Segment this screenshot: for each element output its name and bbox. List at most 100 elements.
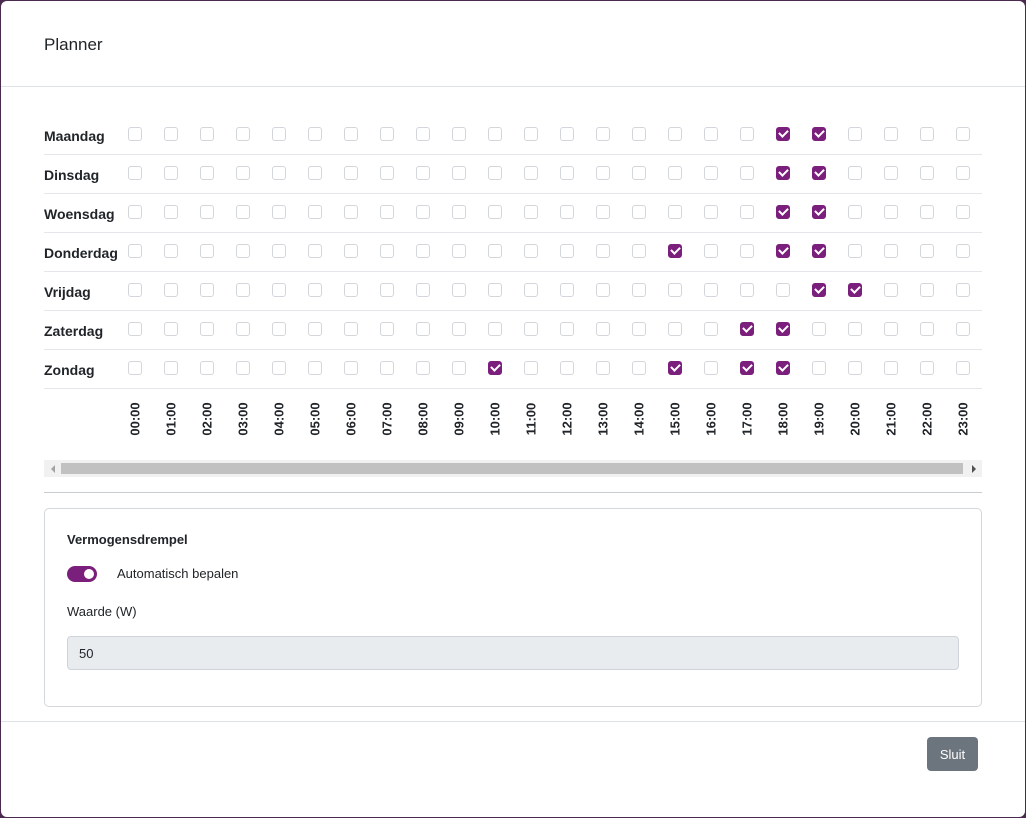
hour-checkbox[interactable] (524, 322, 538, 336)
hour-checkbox[interactable] (560, 244, 574, 258)
hour-checkbox[interactable] (560, 166, 574, 180)
hour-checkbox[interactable] (380, 322, 394, 336)
hour-checkbox[interactable] (884, 205, 898, 219)
hour-checkbox[interactable] (560, 127, 574, 141)
hour-checkbox[interactable] (308, 322, 322, 336)
hour-checkbox[interactable] (524, 361, 538, 375)
hour-checkbox[interactable] (272, 244, 286, 258)
hour-checkbox[interactable] (524, 205, 538, 219)
hour-checkbox[interactable] (776, 283, 790, 297)
hour-checkbox[interactable] (272, 283, 286, 297)
hour-checkbox[interactable] (704, 244, 718, 258)
hour-checkbox[interactable] (668, 322, 682, 336)
hour-checkbox[interactable] (200, 166, 214, 180)
hour-checkbox[interactable] (812, 361, 826, 375)
scrollbar-thumb[interactable] (61, 463, 963, 474)
hour-checkbox[interactable] (668, 361, 682, 375)
hour-checkbox[interactable] (704, 127, 718, 141)
hour-checkbox[interactable] (596, 244, 610, 258)
hour-checkbox[interactable] (236, 283, 250, 297)
hour-checkbox[interactable] (920, 283, 934, 297)
hour-checkbox[interactable] (236, 205, 250, 219)
hour-checkbox[interactable] (920, 322, 934, 336)
hour-checkbox[interactable] (128, 361, 142, 375)
hour-checkbox[interactable] (632, 283, 646, 297)
hour-checkbox[interactable] (416, 283, 430, 297)
hour-checkbox[interactable] (776, 127, 790, 141)
hour-checkbox[interactable] (272, 127, 286, 141)
hour-checkbox[interactable] (452, 205, 466, 219)
hour-checkbox[interactable] (596, 361, 610, 375)
hour-checkbox[interactable] (524, 283, 538, 297)
hour-checkbox[interactable] (488, 127, 502, 141)
hour-checkbox[interactable] (740, 283, 754, 297)
horizontal-scrollbar[interactable] (44, 460, 982, 477)
hour-checkbox[interactable] (884, 322, 898, 336)
hour-checkbox[interactable] (164, 361, 178, 375)
hour-checkbox[interactable] (272, 322, 286, 336)
hour-checkbox[interactable] (308, 205, 322, 219)
close-button[interactable]: Sluit (927, 737, 978, 771)
value-input[interactable] (67, 636, 959, 670)
hour-checkbox[interactable] (488, 283, 502, 297)
hour-checkbox[interactable] (236, 127, 250, 141)
hour-checkbox[interactable] (416, 361, 430, 375)
hour-checkbox[interactable] (668, 283, 682, 297)
hour-checkbox[interactable] (452, 322, 466, 336)
hour-checkbox[interactable] (812, 127, 826, 141)
hour-checkbox[interactable] (632, 244, 646, 258)
hour-checkbox[interactable] (956, 244, 970, 258)
hour-checkbox[interactable] (920, 205, 934, 219)
hour-checkbox[interactable] (776, 361, 790, 375)
hour-checkbox[interactable] (344, 166, 358, 180)
hour-checkbox[interactable] (164, 244, 178, 258)
hour-checkbox[interactable] (776, 205, 790, 219)
hour-checkbox[interactable] (524, 166, 538, 180)
hour-checkbox[interactable] (956, 166, 970, 180)
hour-checkbox[interactable] (560, 205, 574, 219)
hour-checkbox[interactable] (596, 322, 610, 336)
hour-checkbox[interactable] (704, 205, 718, 219)
hour-checkbox[interactable] (200, 127, 214, 141)
hour-checkbox[interactable] (668, 127, 682, 141)
hour-checkbox[interactable] (704, 322, 718, 336)
hour-checkbox[interactable] (596, 283, 610, 297)
hour-checkbox[interactable] (848, 322, 862, 336)
hour-checkbox[interactable] (596, 205, 610, 219)
hour-checkbox[interactable] (128, 322, 142, 336)
hour-checkbox[interactable] (740, 361, 754, 375)
hour-checkbox[interactable] (344, 283, 358, 297)
hour-checkbox[interactable] (380, 166, 394, 180)
hour-checkbox[interactable] (380, 205, 394, 219)
hour-checkbox[interactable] (416, 205, 430, 219)
hour-checkbox[interactable] (416, 127, 430, 141)
hour-checkbox[interactable] (164, 283, 178, 297)
hour-checkbox[interactable] (920, 244, 934, 258)
hour-checkbox[interactable] (884, 244, 898, 258)
hour-checkbox[interactable] (164, 127, 178, 141)
hour-checkbox[interactable] (164, 322, 178, 336)
hour-checkbox[interactable] (488, 361, 502, 375)
hour-checkbox[interactable] (344, 361, 358, 375)
hour-checkbox[interactable] (632, 322, 646, 336)
hour-checkbox[interactable] (776, 166, 790, 180)
hour-checkbox[interactable] (596, 127, 610, 141)
hour-checkbox[interactable] (560, 322, 574, 336)
hour-checkbox[interactable] (308, 361, 322, 375)
hour-checkbox[interactable] (488, 205, 502, 219)
hour-checkbox[interactable] (344, 244, 358, 258)
hour-checkbox[interactable] (920, 127, 934, 141)
hour-checkbox[interactable] (920, 361, 934, 375)
hour-checkbox[interactable] (632, 166, 646, 180)
hour-checkbox[interactable] (164, 166, 178, 180)
hour-checkbox[interactable] (812, 322, 826, 336)
hour-checkbox[interactable] (308, 127, 322, 141)
hour-checkbox[interactable] (452, 283, 466, 297)
hour-checkbox[interactable] (272, 205, 286, 219)
hour-checkbox[interactable] (488, 322, 502, 336)
hour-checkbox[interactable] (776, 322, 790, 336)
hour-checkbox[interactable] (740, 205, 754, 219)
hour-checkbox[interactable] (740, 127, 754, 141)
hour-checkbox[interactable] (632, 361, 646, 375)
hour-checkbox[interactable] (668, 205, 682, 219)
